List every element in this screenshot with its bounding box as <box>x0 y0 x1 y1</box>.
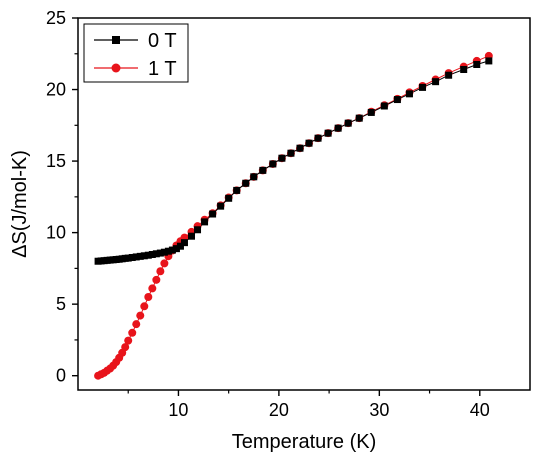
y-tick-label: 25 <box>46 8 66 28</box>
data-point-0T <box>201 218 209 226</box>
data-point-0T <box>128 254 136 262</box>
axis-tick-labels: 10 20 30 40 0 5 10 15 20 25 <box>46 8 490 420</box>
y-axis-title: ΔS(J/mol-K) <box>9 150 31 258</box>
series-markers <box>94 51 493 380</box>
data-point-0T <box>152 250 160 258</box>
data-point-0T <box>233 186 241 194</box>
legend-marker <box>112 36 120 44</box>
data-point-0T <box>188 232 196 240</box>
data-point-0T <box>124 254 132 262</box>
x-axis-title: Temperature (K) <box>232 431 377 453</box>
data-point-0T <box>217 202 225 210</box>
data-point-0T <box>324 129 332 137</box>
data-point-0T <box>136 252 144 260</box>
y-tick-label: 5 <box>56 294 66 314</box>
data-point-0T <box>164 247 172 255</box>
data-point-0T <box>168 246 176 254</box>
data-point-1T <box>152 275 161 284</box>
data-point-0T <box>393 96 401 104</box>
data-point-0T <box>259 166 267 174</box>
data-point-0T <box>344 119 352 127</box>
data-point-0T <box>180 239 188 247</box>
data-point-0T <box>160 248 168 256</box>
x-tick-label: 10 <box>168 400 188 420</box>
data-point-0T <box>269 160 277 168</box>
data-point-0T <box>156 249 164 257</box>
data-point-0T <box>194 226 202 234</box>
data-point-0T <box>445 71 453 79</box>
data-point-1T <box>121 343 130 352</box>
data-point-0T <box>209 210 217 218</box>
y-tick-label: 0 <box>56 366 66 386</box>
data-point-1T <box>160 259 169 268</box>
data-point-1T <box>148 284 157 293</box>
data-point-0T <box>148 251 156 259</box>
data-point-0T <box>172 245 180 253</box>
legend-label: 1 T <box>148 58 177 80</box>
data-point-0T <box>473 61 481 68</box>
data-point-0T <box>132 253 140 261</box>
data-point-1T <box>144 293 153 301</box>
data-point-0T <box>296 144 304 152</box>
data-point-0T <box>144 251 152 259</box>
x-tick-label: 40 <box>470 400 490 420</box>
data-point-0T <box>140 252 148 260</box>
data-point-1T <box>136 311 145 320</box>
y-tick-label: 20 <box>46 80 66 100</box>
data-point-0T <box>176 242 184 250</box>
x-tick-label: 30 <box>369 400 389 420</box>
data-point-0T <box>334 124 342 132</box>
legend: 0 T1 T <box>83 23 189 83</box>
series-line-0T <box>98 60 489 262</box>
data-point-0T <box>314 134 322 142</box>
data-point-0T <box>380 102 388 110</box>
data-point-1T <box>132 320 141 329</box>
data-point-1T <box>124 336 133 345</box>
y-tick-label: 10 <box>46 223 66 243</box>
data-point-0T <box>225 194 233 202</box>
plot-frame <box>77 17 531 391</box>
data-point-0T <box>305 139 313 147</box>
y-tick-label: 15 <box>46 151 66 171</box>
legend-box <box>83 23 189 83</box>
data-point-0T <box>432 78 440 86</box>
legend-label: 0 T <box>148 30 177 52</box>
x-tick-label: 20 <box>269 400 289 420</box>
data-point-0T <box>460 66 468 74</box>
data-point-1T <box>128 328 137 337</box>
data-point-0T <box>367 108 375 116</box>
series-lines <box>97 55 489 377</box>
data-point-0T <box>355 114 363 122</box>
data-point-0T <box>287 149 295 157</box>
series-line-1T <box>97 55 489 377</box>
legend-marker <box>111 63 121 73</box>
data-point-1T <box>140 302 149 311</box>
data-point-1T <box>156 267 165 276</box>
data-point-0T <box>242 179 250 187</box>
data-point-0T <box>278 154 286 162</box>
data-point-0T <box>405 90 413 98</box>
data-point-0T <box>419 83 427 91</box>
axis-ticks <box>72 17 481 396</box>
data-point-0T <box>485 57 493 65</box>
data-point-0T <box>250 173 258 181</box>
